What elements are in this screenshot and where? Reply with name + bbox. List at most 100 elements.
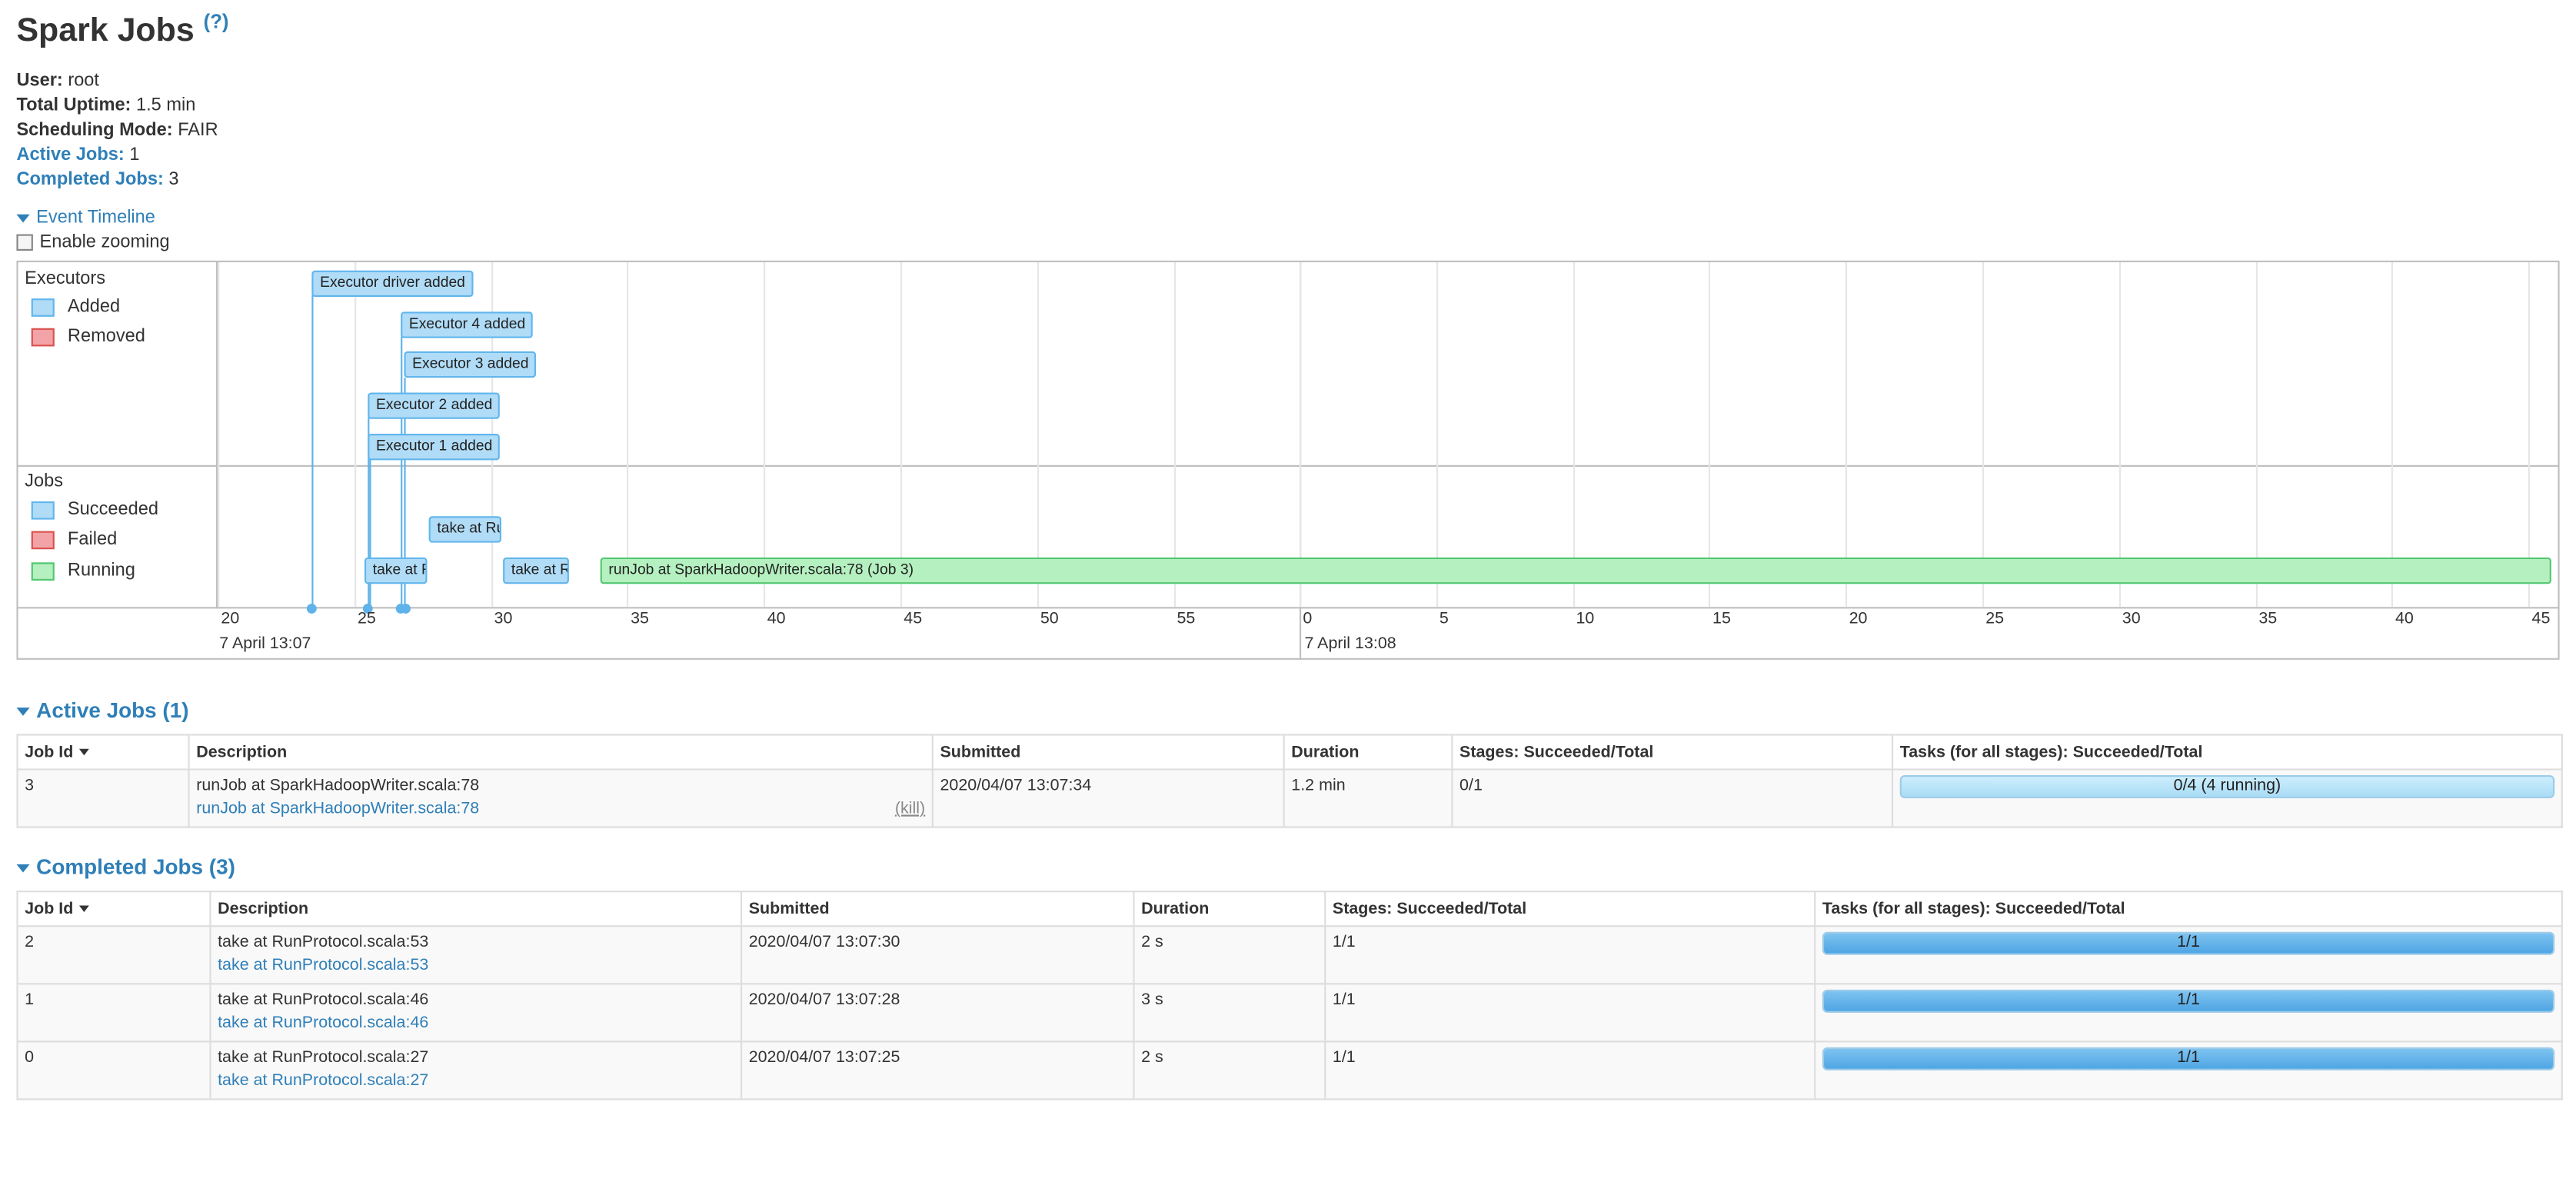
description-cell: take at RunProtocol.scala:46 take at Run…	[209, 983, 743, 1043]
description-text: take at RunProtocol.scala:27	[218, 1049, 429, 1067]
active-jobs-link[interactable]: Active Jobs:	[16, 145, 125, 165]
caret-down-icon	[16, 864, 30, 873]
axis-tick-label: 50	[1040, 610, 1059, 629]
grid-line	[764, 262, 766, 608]
enable-zooming-control[interactable]: Enable zooming	[16, 232, 170, 252]
grid-line	[1573, 262, 1575, 608]
event-job-take-1[interactable]: take at Ru	[428, 516, 501, 543]
caret-down-icon	[16, 708, 30, 716]
axis-tick-label: 35	[631, 610, 649, 629]
progress-label: 0/4 (4 running)	[2173, 777, 2281, 795]
legend-removed-label: Removed	[67, 326, 145, 347]
progress-fill	[1824, 991, 2553, 1011]
table-header-row: Job Id Description Submitted Duration St…	[16, 734, 2563, 771]
job-description-link[interactable]: take at RunProtocol.scala:27	[218, 1072, 429, 1090]
table-row: 2 take at RunProtocol.scala:53 take at R…	[16, 925, 2563, 985]
col-header-description[interactable]: Description	[209, 891, 743, 927]
stages-cell: 1/1	[1324, 925, 1816, 985]
event-timeline-toggle[interactable]: Event Timeline	[16, 208, 155, 228]
grid-line	[2528, 262, 2531, 608]
col-header-submitted[interactable]: Submitted	[740, 891, 1135, 927]
grid-line	[1982, 262, 1985, 608]
grid-line	[2391, 262, 2394, 608]
completed-jobs-link[interactable]: Completed Jobs:	[16, 169, 164, 190]
event-line-exec1	[369, 457, 371, 609]
completed-jobs-heading[interactable]: Completed Jobs (3)	[16, 854, 235, 879]
active-jobs-table: Job Id Description Submitted Duration St…	[16, 734, 2563, 828]
tasks-cell: 1/1	[1814, 925, 2563, 985]
progress-fill	[1824, 1049, 2553, 1069]
page-title-text: Spark Jobs	[16, 12, 195, 49]
summary-user: User: root	[16, 71, 100, 91]
col-header-job-id[interactable]: Job Id	[16, 891, 211, 927]
axis-tick-label: 20	[221, 610, 240, 629]
event-executor-3-added[interactable]: Executor 3 added	[404, 351, 537, 378]
timeline-axis-line	[18, 607, 2558, 609]
event-job-runjob-3[interactable]: runJob at SparkHadoopWriter.scala:78 (Jo…	[600, 557, 2551, 584]
job-id-cell: 2	[16, 925, 211, 985]
executors-group-label: Executors	[25, 268, 106, 289]
legend-failed-label: Failed	[67, 529, 118, 550]
event-executor-driver-added[interactable]: Executor driver added	[311, 270, 474, 298]
axis-tick-label: 15	[1712, 610, 1731, 629]
help-link[interactable]: (?)	[203, 9, 229, 33]
summary-active-jobs: Active Jobs: 1	[16, 145, 140, 165]
col-header-submitted[interactable]: Submitted	[931, 734, 1285, 771]
col-header-stages[interactable]: Stages: Succeeded/Total	[1324, 891, 1816, 927]
event-job-take-2[interactable]: take at R	[503, 557, 569, 584]
grid-line	[1709, 262, 1711, 608]
grid-line	[1173, 262, 1176, 608]
active-jobs-heading[interactable]: Active Jobs (1)	[16, 698, 189, 722]
tasks-progress-bar: 0/4 (4 running)	[1899, 775, 2555, 799]
duration-cell: 2 s	[1133, 1041, 1326, 1100]
axis-tick-label: 0	[1303, 610, 1313, 629]
page-title: Spark Jobs (?)	[16, 10, 228, 51]
table-header-row: Job Id Description Submitted Duration St…	[16, 891, 2563, 927]
event-job-take-0[interactable]: take at R	[364, 557, 428, 584]
progress-label: 1/1	[2177, 1049, 2200, 1067]
col-header-description[interactable]: Description	[188, 734, 934, 771]
timeline-date-left: 7 April 13:07	[219, 634, 311, 654]
axis-tick-label: 10	[1576, 610, 1595, 629]
submitted-cell: 2020/04/07 13:07:30	[740, 925, 1135, 985]
axis-tick-label: 25	[357, 610, 376, 629]
summary-mode: Scheduling Mode: FAIR	[16, 120, 218, 141]
event-executor-4-added[interactable]: Executor 4 added	[401, 311, 533, 338]
progress-label: 1/1	[2177, 991, 2200, 1010]
grid-line	[2118, 262, 2121, 608]
grid-line	[627, 262, 629, 608]
event-timeline[interactable]: Executors Added Removed Jobs Succeeded F…	[16, 260, 2560, 660]
axis-tick-label: 40	[767, 610, 786, 629]
legend-added-swatch	[31, 298, 55, 317]
grid-line	[2255, 262, 2258, 608]
legend-failed-swatch	[31, 531, 55, 550]
description-text: take at RunProtocol.scala:46	[218, 991, 429, 1010]
col-header-job-id[interactable]: Job Id	[16, 734, 190, 771]
tasks-progress-bar: 1/1	[1822, 931, 2555, 955]
caret-down-icon	[16, 213, 30, 222]
col-header-stages[interactable]: Stages: Succeeded/Total	[1451, 734, 1894, 771]
event-line-exec4	[401, 336, 403, 609]
job-description-link[interactable]: take at RunProtocol.scala:46	[218, 1014, 429, 1033]
duration-cell: 3 s	[1133, 983, 1326, 1043]
table-row: 1 take at RunProtocol.scala:46 take at R…	[16, 983, 2563, 1043]
col-header-tasks[interactable]: Tasks (for all stages): Succeeded/Total	[1814, 891, 2563, 927]
col-header-duration[interactable]: Duration	[1133, 891, 1326, 927]
col-header-duration[interactable]: Duration	[1283, 734, 1453, 771]
event-executor-1-added[interactable]: Executor 1 added	[368, 434, 500, 461]
event-executor-2-added[interactable]: Executor 2 added	[368, 392, 500, 419]
legend-running-label: Running	[67, 561, 135, 581]
job-id-cell: 0	[16, 1041, 211, 1100]
axis-tick-label: 45	[2531, 610, 2551, 629]
description-text: runJob at SparkHadoopWriter.scala:78	[196, 777, 480, 795]
grid-line	[218, 262, 220, 608]
axis-tick-label: 30	[2122, 610, 2141, 629]
kill-job-link[interactable]: (kill)	[894, 800, 926, 818]
job-description-link[interactable]: take at RunProtocol.scala:53	[218, 956, 429, 975]
zoom-checkbox[interactable]	[16, 234, 33, 251]
tasks-cell: 0/4 (4 running)	[1891, 768, 2563, 828]
grid-line	[354, 262, 356, 608]
col-header-tasks[interactable]: Tasks (for all stages): Succeeded/Total	[1891, 734, 2563, 771]
legend-removed-swatch	[31, 328, 55, 347]
job-description-link[interactable]: runJob at SparkHadoopWriter.scala:78	[196, 800, 480, 818]
